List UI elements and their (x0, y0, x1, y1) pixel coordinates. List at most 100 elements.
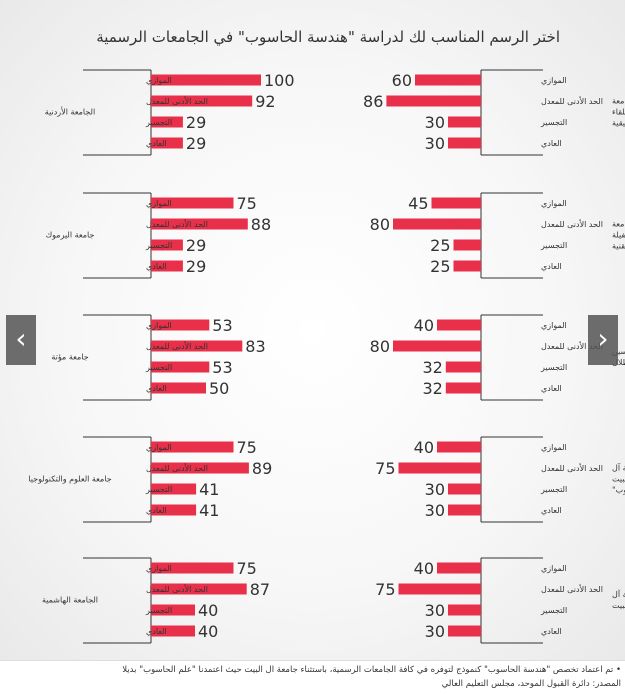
bar (151, 218, 248, 230)
bar (448, 504, 481, 516)
bar (393, 340, 481, 352)
university-label: جامعة (612, 97, 625, 106)
bar (151, 583, 247, 595)
bar (151, 382, 206, 394)
data-label: 30 (425, 134, 445, 153)
university-label: جامعة آل (612, 589, 625, 599)
data-label: 41 (199, 480, 219, 499)
data-label: 29 (186, 257, 206, 276)
bar (151, 239, 183, 251)
data-label: 30 (425, 480, 445, 499)
data-label: 75 (237, 559, 257, 578)
category-label: الحد الأدنى للمعدل (541, 463, 603, 473)
source-text: المصدر: دائرة القبول الموحد، مجلس التعلي… (441, 679, 621, 689)
category-label: الموازي (541, 443, 567, 452)
category-label: العادي (541, 506, 562, 515)
category-label: الموازي (146, 321, 172, 330)
university-label: "علم الحاسوب" (612, 486, 625, 495)
data-label: 29 (186, 134, 206, 153)
category-label: التجسير (145, 606, 172, 615)
bar (437, 319, 481, 331)
category-label: التجسير (145, 118, 172, 127)
bar (151, 483, 197, 495)
data-label: 29 (186, 113, 206, 132)
bar (151, 137, 183, 149)
bar (151, 562, 234, 574)
data-label: 75 (375, 580, 395, 599)
bar (445, 361, 481, 373)
category-label: الموازي (146, 199, 172, 208)
bar (398, 462, 481, 474)
university-label: البلقاء (612, 108, 625, 117)
data-label: 75 (237, 194, 257, 213)
data-label: 100 (264, 71, 295, 90)
bar (151, 462, 249, 474)
bar (437, 441, 481, 453)
data-label: 40 (198, 601, 218, 620)
data-label: 32 (422, 358, 442, 377)
university-label: الجامعة الأردنية (45, 107, 95, 117)
data-label: 40 (414, 316, 434, 335)
category-label: الموازي (541, 199, 567, 208)
category-label: التجسير (145, 241, 172, 250)
university-label: البيت (612, 475, 625, 484)
university-label: جامعة اليرموك (46, 231, 95, 240)
bar (437, 562, 481, 574)
data-label: 80 (370, 337, 390, 356)
category-label: التجسير (540, 363, 567, 372)
university-label: جامعة مؤتة (51, 353, 88, 362)
data-label: 88 (251, 215, 271, 234)
bar (453, 239, 481, 251)
category-label: العادي (541, 627, 562, 636)
bar (151, 361, 210, 373)
university-label: البيت (612, 601, 625, 610)
category-label: الحد الأدنى للمعدل (541, 584, 603, 594)
university-label: الجامعة الهاشمية (42, 596, 98, 605)
data-label: 32 (422, 379, 442, 398)
data-label: 30 (425, 113, 445, 132)
category-label: الحد الأدنى للمعدل (541, 96, 603, 106)
category-label: الموازي (146, 564, 172, 573)
data-label: 30 (425, 501, 445, 520)
category-label: العادي (146, 506, 167, 515)
category-label: التجسير (145, 363, 172, 372)
bar (445, 382, 481, 394)
category-label: التجسير (540, 485, 567, 494)
category-label: التجسير (540, 241, 567, 250)
data-label: 87 (250, 580, 270, 599)
bar (151, 625, 195, 637)
category-label: الحد الأدنى للمعدل (146, 96, 208, 106)
next-arrow-button[interactable]: › (588, 315, 618, 365)
category-label: العادي (146, 384, 167, 393)
bar (448, 137, 481, 149)
data-label: 83 (245, 337, 265, 356)
data-label: 29 (186, 236, 206, 255)
bar (453, 260, 481, 272)
bar (448, 604, 481, 616)
bar (151, 504, 197, 516)
bar (398, 583, 481, 595)
data-label: 40 (414, 438, 434, 457)
category-label: العادي (146, 627, 167, 636)
data-label: 92 (255, 92, 275, 111)
bar (151, 319, 210, 331)
data-label: 25 (430, 236, 450, 255)
category-label: الحد الأدنى للمعدل (146, 463, 208, 473)
category-label: التجسير (540, 606, 567, 615)
bar (151, 74, 261, 86)
bar (448, 116, 481, 128)
bar (448, 483, 481, 495)
university-label: جامعة آل (612, 463, 625, 473)
university-label: جامعة العلوم والتكنولوجيا (28, 475, 111, 484)
page-title: اختر الرسم المناسب لك لدراسة "هندسة الحا… (96, 28, 560, 46)
category-label: الحد الأدنى للمعدل (146, 219, 208, 229)
category-label: العادي (146, 139, 167, 148)
university-label: الطفيلة (612, 231, 625, 240)
bar (151, 197, 234, 209)
data-label: 53 (212, 316, 232, 335)
bar-charts: 60 الموازي 86 الحد الأدنى للمعدل 30 التجسير 30… (28, 69, 625, 644)
prev-arrow-button[interactable]: ‹ (6, 315, 36, 365)
data-label: 86 (363, 92, 383, 111)
university-label: جامعة (612, 220, 625, 229)
bar (386, 95, 481, 107)
